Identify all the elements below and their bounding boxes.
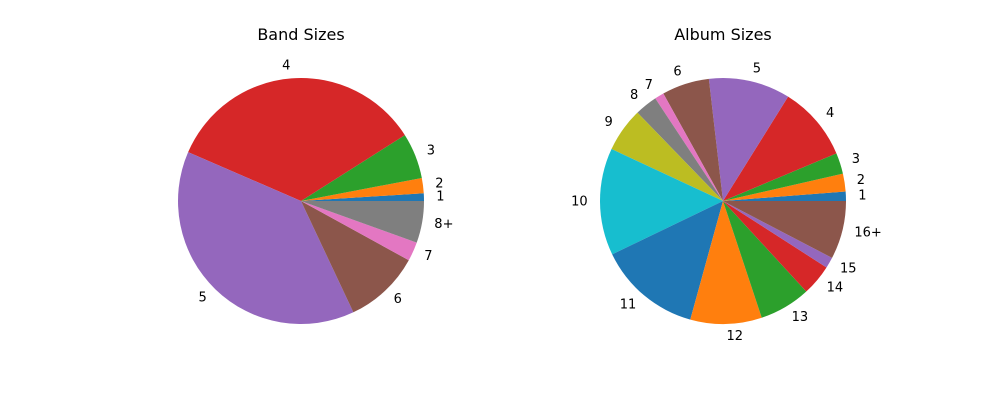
- album-slice-13: [723, 201, 807, 318]
- band-slice-4: [188, 78, 405, 201]
- album-slice-label: 13: [792, 310, 809, 325]
- album-slice-label: 14: [827, 281, 844, 296]
- album-slice-label: 12: [727, 329, 744, 344]
- band-slice-3: [301, 135, 422, 201]
- album-slice-3: [723, 153, 843, 201]
- album-slice-16plus: [723, 201, 846, 258]
- band-slice-label: 1: [436, 189, 444, 204]
- album-slice-9: [611, 112, 723, 201]
- album-slice-14: [723, 201, 827, 292]
- album-slice-label: 8: [630, 88, 638, 103]
- album-slice-11: [612, 201, 723, 320]
- album-slice-label: 16+: [854, 226, 881, 241]
- album-slice-1: [723, 191, 846, 201]
- album-slice-15: [723, 201, 833, 268]
- band-slice-label: 5: [199, 291, 207, 306]
- album-slice-label: 2: [857, 173, 865, 188]
- band-slice-label: 7: [424, 249, 432, 264]
- album-slice-label: 10: [571, 194, 588, 209]
- band-slice-2: [301, 177, 424, 201]
- album-slice-label: 6: [673, 65, 681, 80]
- band-slice-7: [301, 201, 417, 261]
- band-slice-label: 3: [427, 144, 435, 159]
- band-sizes-title: Band Sizes: [257, 25, 344, 44]
- band-slice-8plus: [301, 201, 424, 243]
- album-slice-2: [723, 173, 846, 201]
- album-slice-label: 1: [858, 188, 866, 203]
- album-slice-label: 4: [826, 106, 834, 121]
- band-slice-label: 6: [394, 292, 402, 307]
- album-slice-label: 15: [840, 261, 857, 276]
- band-sizes-pie: Band Sizes 12 3 4 5 6 7 8+: [178, 25, 453, 324]
- album-slice-6: [663, 78, 723, 201]
- band-slice-6: [301, 201, 409, 313]
- album-slice-12: [690, 201, 762, 324]
- album-slice-label: 3: [852, 152, 860, 167]
- band-slice-5: [178, 152, 354, 324]
- album-slice-10: [600, 149, 723, 255]
- band-slice-label: 4: [282, 59, 290, 74]
- band-slice-label: 2: [435, 177, 443, 192]
- band-slice-1: [301, 193, 424, 201]
- band-slice-label: 8+: [434, 217, 453, 232]
- album-slice-8: [637, 98, 723, 201]
- album-slice-label: 7: [645, 78, 653, 93]
- album-slice-label: 9: [605, 115, 613, 130]
- album-slice-7: [655, 93, 723, 201]
- album-slice-label: 5: [753, 62, 761, 77]
- album-slice-label: 11: [620, 297, 637, 312]
- album-slice-5: [708, 78, 789, 201]
- album-slice-4: [723, 96, 837, 201]
- album-sizes-title: Album Sizes: [674, 25, 772, 44]
